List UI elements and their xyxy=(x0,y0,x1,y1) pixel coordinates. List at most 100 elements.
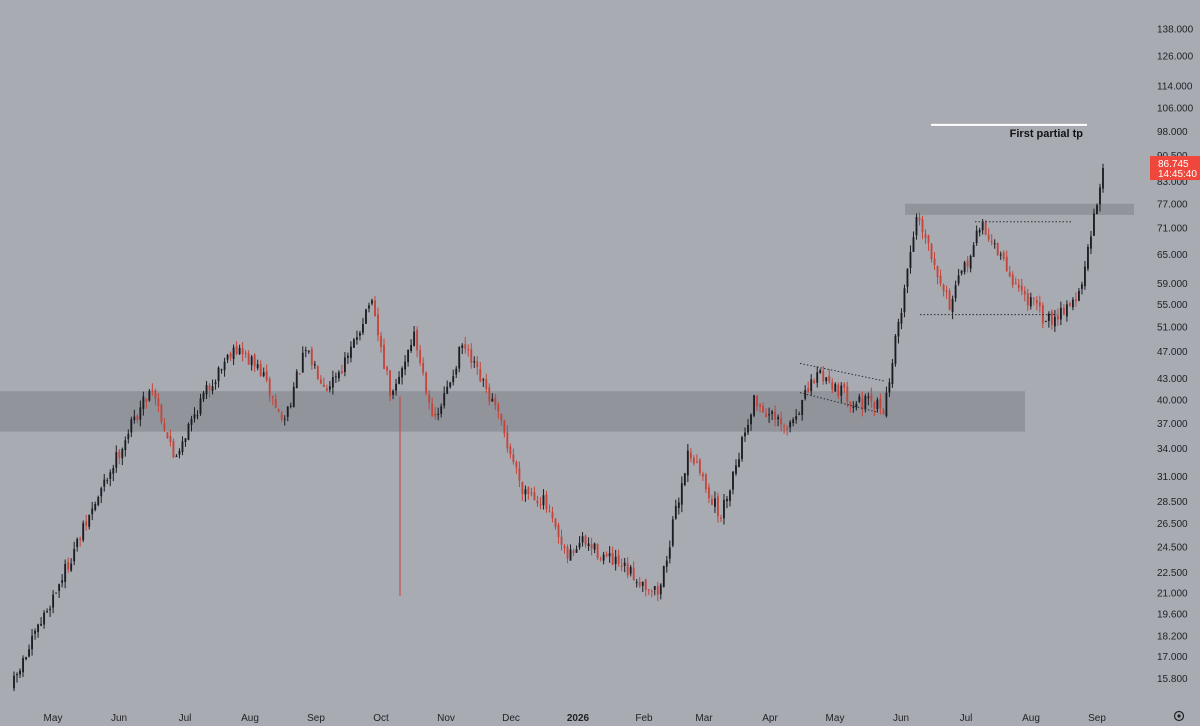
candle-body xyxy=(262,372,265,376)
candle-body xyxy=(1050,311,1053,325)
settings-gear-icon[interactable] xyxy=(1173,710,1185,722)
y-tick-label: 114.000 xyxy=(1157,82,1193,93)
candle-body xyxy=(816,372,819,383)
x-tick-label: Mar xyxy=(695,713,713,724)
candle-body xyxy=(876,399,879,409)
y-tick-label: 34.000 xyxy=(1157,444,1188,455)
candle-body xyxy=(789,422,792,428)
candle-body xyxy=(461,345,464,349)
candle-body xyxy=(575,549,578,553)
candle-body xyxy=(771,411,774,414)
candle-body xyxy=(717,496,719,517)
candle-body xyxy=(1020,285,1023,291)
candle-body xyxy=(28,649,30,657)
candle-body xyxy=(202,392,205,400)
candle-body xyxy=(16,674,18,676)
time-axis[interactable]: May Jun Jul Aug Sep Oct Nov Dec 2026 Feb Mar Apr May… xyxy=(44,713,1107,724)
candle-body xyxy=(1014,282,1017,285)
candle-body xyxy=(226,354,229,360)
candle-body xyxy=(677,502,680,509)
candle-body xyxy=(572,551,575,553)
candle-body xyxy=(870,394,873,402)
candle-body xyxy=(927,235,930,244)
candle-body xyxy=(804,390,807,399)
candle-body xyxy=(94,503,97,510)
x-tick-label: Dec xyxy=(502,713,520,724)
y-tick-label: 77.000 xyxy=(1157,199,1188,210)
price-zone xyxy=(905,203,1134,215)
x-tick-label: Feb xyxy=(635,713,653,724)
candle-body xyxy=(392,390,394,395)
candle-body xyxy=(1074,299,1077,302)
price-axis[interactable]: 15.800 17.000 18.200 19.600 21.000 22.500 24.5… xyxy=(1157,24,1194,685)
candle-body xyxy=(205,385,208,395)
x-tick-label: Apr xyxy=(762,713,778,724)
candle-body xyxy=(671,519,674,546)
candle-body xyxy=(960,270,963,274)
candle-body xyxy=(253,354,256,367)
candle-body xyxy=(184,438,187,442)
x-tick-label: Jun xyxy=(893,713,909,724)
candle-body xyxy=(837,384,840,396)
candle-body xyxy=(169,435,172,443)
candle-body xyxy=(744,432,746,437)
x-tick-label: Aug xyxy=(1022,713,1040,724)
candle-body xyxy=(942,284,945,291)
candle-body xyxy=(238,347,241,355)
y-tick-label: 21.000 xyxy=(1157,589,1188,600)
candle-body xyxy=(1068,303,1071,306)
x-tick-label: Sep xyxy=(307,713,325,724)
candle-body xyxy=(271,396,274,398)
candle-body xyxy=(686,450,689,476)
candle-body xyxy=(539,504,542,506)
candle-body xyxy=(978,230,981,233)
candle-body xyxy=(521,482,524,494)
candle-body xyxy=(199,398,202,414)
candle-body xyxy=(247,353,250,365)
candle-body xyxy=(542,495,545,506)
last-price-value: 86.745 xyxy=(1158,159,1189,170)
x-tick-label: Nov xyxy=(437,713,455,724)
candle-body xyxy=(599,558,602,560)
candle-body xyxy=(274,399,277,408)
candle-body xyxy=(798,413,801,415)
candle-body xyxy=(738,459,740,467)
candle-body xyxy=(127,433,130,440)
candle-body xyxy=(620,565,623,567)
y-tick-label: 31.000 xyxy=(1157,472,1188,483)
candle-body xyxy=(1084,266,1086,287)
candle-body xyxy=(846,386,849,402)
candle-body xyxy=(349,346,352,358)
candle-body xyxy=(464,344,467,349)
candle-body xyxy=(903,288,906,313)
candle-body xyxy=(497,404,500,412)
candle-body xyxy=(644,579,647,590)
candle-body xyxy=(512,454,515,462)
candle-body xyxy=(632,567,635,581)
candle-body xyxy=(807,388,810,393)
candle-body xyxy=(617,555,620,564)
candle-body xyxy=(1038,302,1041,307)
candle-body xyxy=(873,402,876,409)
candle-body xyxy=(340,370,343,373)
candle-body xyxy=(882,410,885,415)
candle-body xyxy=(268,378,271,396)
candle-body xyxy=(229,353,232,358)
candle-body xyxy=(939,275,942,284)
candle-body xyxy=(593,543,596,550)
candle-body xyxy=(313,364,316,366)
candle-body xyxy=(795,415,798,420)
candle-body xyxy=(163,423,166,431)
candle-body xyxy=(365,309,367,324)
candle-body xyxy=(88,515,91,527)
candle-body xyxy=(449,382,452,388)
candle-body xyxy=(879,398,882,409)
candle-body xyxy=(37,624,39,633)
candle-body xyxy=(301,352,304,373)
x-tick-label: Jul xyxy=(960,713,973,724)
candle-body xyxy=(825,377,828,382)
candle-body xyxy=(735,465,737,474)
candle-body xyxy=(121,449,124,459)
candle-body xyxy=(990,241,993,243)
